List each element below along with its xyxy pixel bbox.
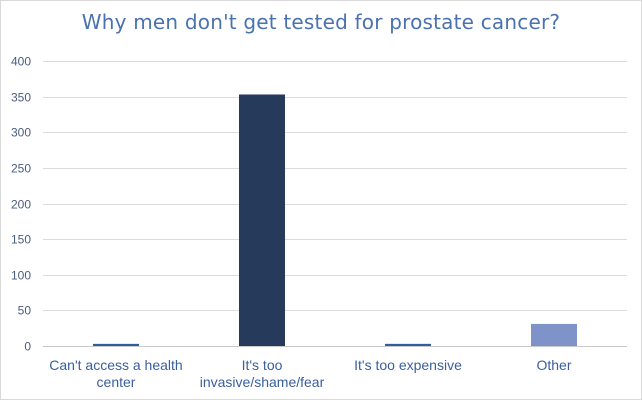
y-tick-label: 350 <box>11 91 31 105</box>
x-tick-label: It's too <box>242 357 283 373</box>
bar <box>93 343 139 346</box>
bar <box>531 323 577 346</box>
x-tick-label: Can't access a health <box>49 357 182 373</box>
y-tick-label: 200 <box>11 198 31 212</box>
chart-title: Why men don't get tested for prostate ca… <box>81 10 561 34</box>
x-tick-label: center <box>97 374 136 390</box>
y-tick-label: 100 <box>11 269 31 283</box>
bar <box>239 94 285 346</box>
y-tick-label: 300 <box>11 126 31 140</box>
y-tick-label: 400 <box>11 55 31 69</box>
y-tick-label: 50 <box>18 304 32 318</box>
y-tick-label: 150 <box>11 233 31 247</box>
y-tick-label: 250 <box>11 162 31 176</box>
x-tick-label: Other <box>536 357 571 373</box>
x-tick-label: It's too expensive <box>354 357 462 373</box>
bar <box>385 343 431 346</box>
x-tick-label: invasive/shame/fear <box>200 374 325 390</box>
y-tick-label: 0 <box>24 340 31 354</box>
